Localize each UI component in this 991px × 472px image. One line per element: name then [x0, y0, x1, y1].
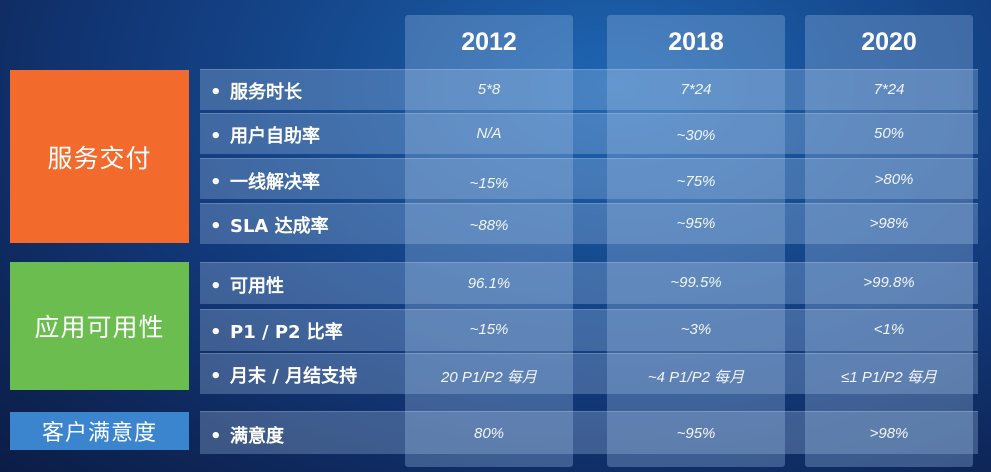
row-label: • 可用性: [210, 276, 284, 297]
table-row: [200, 353, 978, 394]
category-customer-satisfaction: 客户满意度: [10, 412, 189, 450]
row-label: • 月末 / 月结支持: [210, 366, 358, 387]
cell-2020: ≤1 P1/P2 每月: [841, 369, 937, 386]
cell-2020: <1%: [873, 321, 905, 338]
cell-2012: ~15%: [469, 175, 509, 192]
cell-2020: >98%: [869, 425, 909, 442]
row-label: • SLA 达成率: [210, 216, 329, 237]
row-label: • 一线解决率: [210, 172, 320, 193]
column-panel-2012: [405, 15, 573, 467]
cell-2018: 7*24: [680, 81, 712, 98]
cell-2018: ~3%: [680, 321, 712, 338]
row-label: • P1 / P2 比率: [210, 322, 343, 343]
cell-2020: >99.8%: [863, 274, 915, 291]
cell-2020: >98%: [869, 215, 909, 232]
year-header-2012: 2012: [461, 28, 517, 56]
cell-2012: ~15%: [469, 321, 509, 338]
cell-2012: 96.1%: [467, 275, 511, 292]
table-row: [200, 69, 978, 110]
table-row: [200, 113, 978, 154]
year-header-2018: 2018: [668, 28, 724, 56]
cell-2020: >80%: [874, 171, 914, 188]
cell-2012: N/A: [476, 125, 502, 142]
cell-2018: ~75%: [676, 173, 716, 190]
cell-2020: 7*24: [873, 81, 905, 98]
row-label: • 满意度: [210, 426, 284, 447]
cell-2012: 5*8: [477, 81, 501, 98]
column-panel-2020: [805, 15, 973, 467]
cell-2018: ~30%: [676, 127, 716, 144]
row-label: • 服务时长: [210, 82, 302, 103]
cell-2018: ~4 P1/P2 每月: [647, 369, 745, 386]
column-panel-2018: [607, 15, 785, 467]
cell-2018: ~99.5%: [670, 274, 722, 291]
cell-2012: ~88%: [469, 217, 509, 234]
table-row: [200, 203, 978, 244]
cell-2012: 20 P1/P2 每月: [441, 369, 537, 386]
table-row: [200, 262, 978, 304]
cell-2018: ~95%: [676, 215, 716, 232]
cell-2018: ~95%: [676, 425, 716, 442]
category-app-availability: 应用可用性: [10, 262, 189, 390]
category-service-delivery: 服务交付: [10, 70, 189, 243]
cell-2020: 50%: [873, 125, 905, 142]
table-row: [200, 158, 978, 199]
year-header-2020: 2020: [861, 28, 917, 56]
table-row: [200, 411, 978, 454]
row-label: • 用户自助率: [210, 126, 320, 147]
cell-2012: 80%: [473, 425, 505, 442]
table-row: [200, 309, 978, 351]
